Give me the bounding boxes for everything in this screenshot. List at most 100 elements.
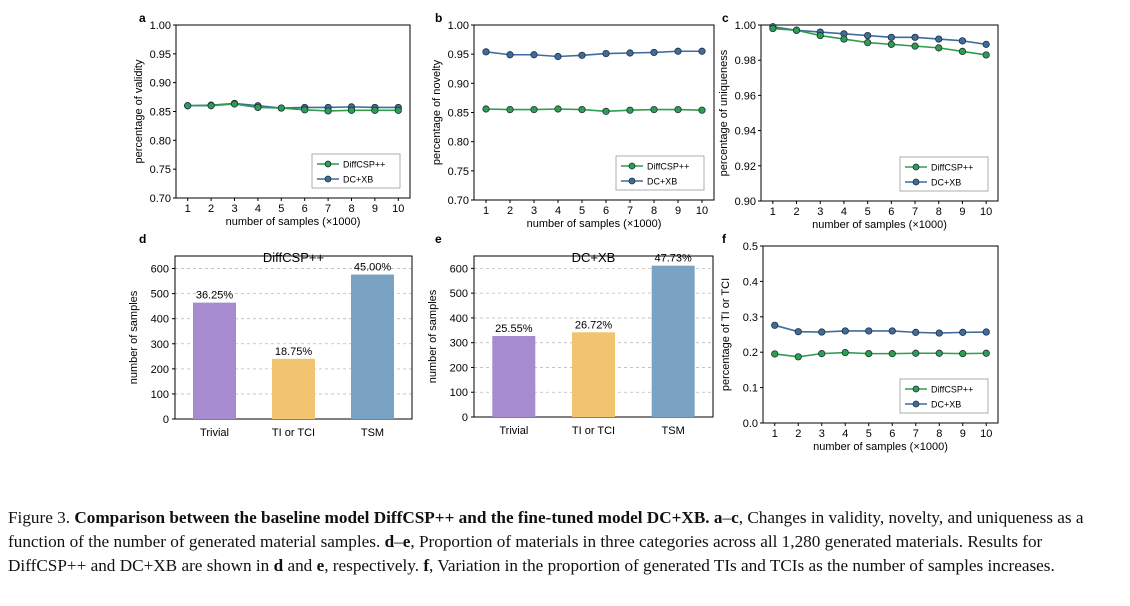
x-tick-label: 1 <box>772 428 778 440</box>
data-point <box>674 105 682 114</box>
plot-frame <box>762 245 999 424</box>
x-tick-label: 6 <box>889 428 895 440</box>
data-point <box>794 353 802 361</box>
x-tick-label: 1 <box>770 206 776 218</box>
x-tick-label: 4 <box>842 428 848 440</box>
series-line-dcxb <box>774 324 987 334</box>
y-tick-label: 0.90 <box>735 196 756 208</box>
y-axis-label: percentage of validity <box>133 59 145 163</box>
y-tick-label: 0 <box>462 412 468 424</box>
y-tick-label: 0.95 <box>448 49 469 61</box>
data-point <box>840 35 848 43</box>
x-tick-label: 7 <box>913 428 919 440</box>
y-tick-label: 400 <box>151 314 169 326</box>
caption-seg1-dash: – <box>722 508 732 527</box>
y-tick-label: 500 <box>450 288 468 300</box>
panel-letter: f <box>722 232 727 246</box>
data-point <box>958 37 967 45</box>
x-tick-label: 1 <box>185 203 191 215</box>
x-tick-label: 7 <box>325 203 331 215</box>
data-point <box>771 321 779 329</box>
caption-seg2-end: , respectively. <box>324 556 420 575</box>
caption-seg1-text: , Changes in validity, novelty, and uniq… <box>8 508 1084 551</box>
y-tick-label: 0.85 <box>448 108 469 120</box>
chart-title: DiffCSP++ <box>263 250 324 265</box>
bar-value-label: 47.73% <box>655 253 693 265</box>
legend-label: DiffCSP++ <box>931 385 973 395</box>
data-point <box>935 329 943 337</box>
x-axis-label: number of samples (×1000) <box>812 219 947 231</box>
data-point <box>698 47 706 55</box>
y-tick-label: 0.96 <box>735 90 756 102</box>
x-tick-label: TI or TCI <box>572 425 615 437</box>
data-point <box>578 51 586 59</box>
x-tick-label: 5 <box>866 428 872 440</box>
data-point <box>301 106 309 114</box>
x-tick-label: 2 <box>507 205 513 217</box>
bar-tsm <box>351 274 394 419</box>
data-point <box>674 47 682 55</box>
data-point <box>506 51 514 59</box>
data-point <box>935 35 943 43</box>
legend-marker <box>324 160 332 168</box>
x-tick-label: 9 <box>960 428 966 440</box>
y-tick-label: 0.95 <box>150 49 171 61</box>
y-tick-label: 0.70 <box>448 195 469 207</box>
x-tick-label: TSM <box>662 425 685 437</box>
y-tick-label: 600 <box>450 263 468 275</box>
series-line-diffcsp <box>774 351 987 358</box>
bar-ti-or-tci <box>572 332 615 417</box>
caption-seg3-text: , Variation in the proportion of generat… <box>429 556 1055 575</box>
data-point <box>792 26 801 34</box>
y-tick-label: 500 <box>151 289 169 301</box>
data-point <box>911 33 919 41</box>
panel-letter: d <box>139 232 146 246</box>
x-tick-label: 1 <box>483 205 489 217</box>
legend-label: DiffCSP++ <box>647 162 689 172</box>
y-tick-label: 0.75 <box>448 166 469 178</box>
bar-value-label: 25.55% <box>495 323 533 335</box>
data-point <box>818 328 826 336</box>
series-line-dcxb <box>772 25 987 46</box>
y-tick-label: 0.75 <box>150 164 171 176</box>
y-tick-label: 300 <box>450 338 468 350</box>
y-tick-label: 0.1 <box>743 383 758 395</box>
data-point <box>530 105 538 114</box>
data-point <box>982 328 990 336</box>
y-tick-label: 1.00 <box>448 20 469 32</box>
y-tick-label: 0.80 <box>448 137 469 149</box>
y-tick-label: 0.90 <box>448 78 469 90</box>
panel-letter: a <box>139 11 146 25</box>
caption-seg2-and: and <box>287 556 313 575</box>
x-tick-label: 8 <box>651 205 657 217</box>
caption-seg2-e: e <box>316 556 325 575</box>
panel-letter: e <box>435 232 442 246</box>
data-point <box>959 328 967 336</box>
data-point <box>888 327 896 335</box>
data-point <box>818 350 826 358</box>
y-tick-label: 600 <box>151 264 169 276</box>
data-point <box>864 38 872 47</box>
data-point <box>982 40 990 48</box>
caption-seg2-bold: d <box>384 532 395 551</box>
y-tick-label: 0.98 <box>735 55 756 67</box>
bar-value-label: 45.00% <box>354 262 392 274</box>
caption-seg2-d: d <box>273 556 284 575</box>
bar-trivial <box>193 302 236 419</box>
y-tick-label: 0.85 <box>150 107 171 119</box>
x-tick-label: 6 <box>302 203 308 215</box>
x-tick-label: 10 <box>980 206 992 218</box>
x-tick-label: 2 <box>208 203 214 215</box>
x-tick-label: 9 <box>959 206 965 218</box>
legend-box <box>899 156 989 192</box>
data-point <box>347 106 356 114</box>
data-point <box>771 350 779 358</box>
legend-marker <box>912 163 920 171</box>
data-point <box>794 328 802 336</box>
x-tick-label: 7 <box>912 206 918 218</box>
x-tick-label: 8 <box>348 203 354 215</box>
x-tick-label: 9 <box>372 203 378 215</box>
data-point <box>841 327 849 335</box>
y-tick-label: 0.2 <box>743 347 758 359</box>
y-tick-label: 1.00 <box>735 20 756 32</box>
